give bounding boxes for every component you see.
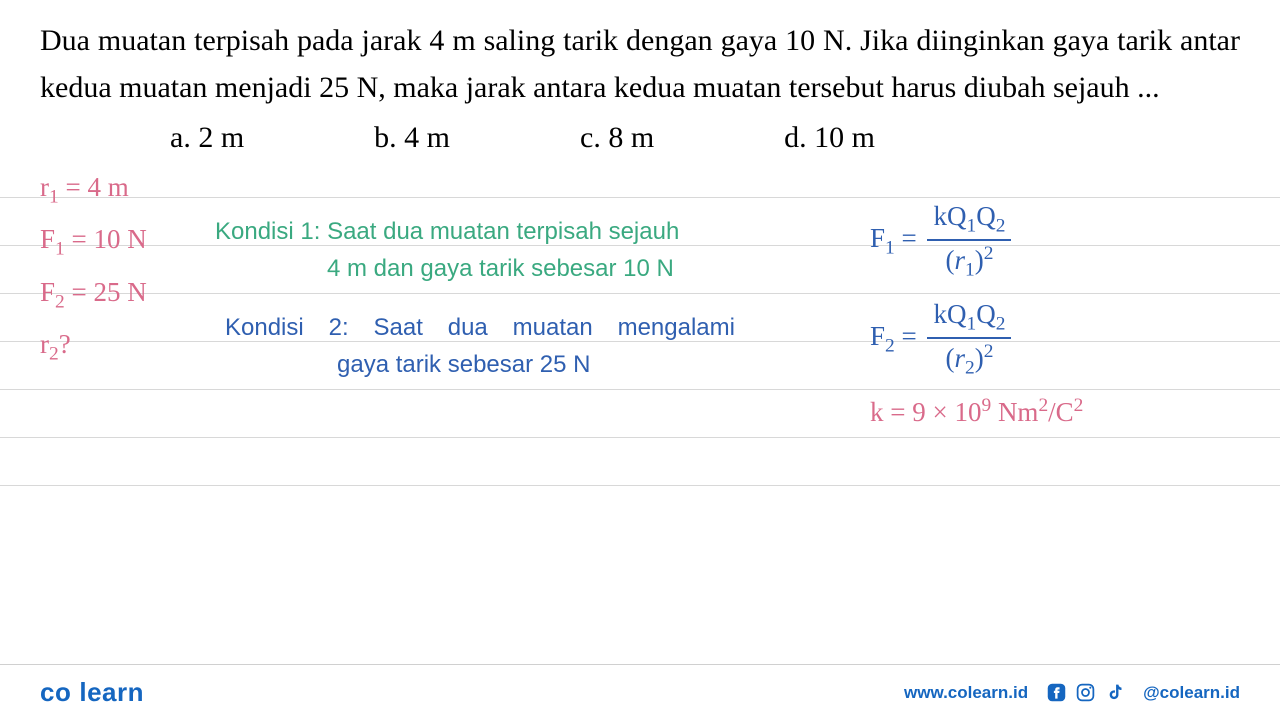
formula-f2: F2 = kQ1Q2 (r2)2 (870, 299, 1011, 380)
logo: colearn (40, 677, 144, 708)
formula-f1: F1 = kQ1Q2 (r1)2 (870, 201, 1011, 282)
facebook-icon (1046, 682, 1067, 703)
question-text: Dua muatan terpisah pada jarak 4 m salin… (40, 18, 1240, 111)
condition-1-line1: Kondisi 1: Saat dua muatan terpisah seja… (215, 213, 679, 250)
footer-url: www.colearn.id (904, 683, 1028, 703)
answer-options: a. 2 m b. 4 m c. 8 m d. 10 m (40, 121, 1240, 155)
option-b: b. 4 m (374, 121, 450, 155)
formula-k: k = 9 × 109 Nm2/C2 (870, 395, 1083, 428)
given-f1: F1 = 10 N (40, 215, 147, 267)
condition-2: Kondisi 2: Saat dua muatan mengalami gay… (225, 309, 735, 383)
social-icons (1046, 682, 1125, 703)
option-d: d. 10 m (784, 121, 875, 155)
condition-2-line2: gaya tarik sebesar 25 N (225, 346, 735, 383)
given-r2: r2? (40, 320, 147, 372)
condition-2-line1: Kondisi 2: Saat dua muatan mengalami (225, 309, 735, 346)
option-a: a. 2 m (170, 121, 244, 155)
option-c: c. 8 m (580, 121, 654, 155)
given-r1: r1 = 4 m (40, 163, 147, 215)
given-values: r1 = 4 m F1 = 10 N F2 = 25 N r2? (40, 163, 147, 373)
given-f2: F2 = 25 N (40, 268, 147, 320)
footer-handle: @colearn.id (1143, 683, 1240, 703)
instagram-icon (1075, 682, 1096, 703)
condition-1: Kondisi 1: Saat dua muatan terpisah seja… (215, 213, 679, 287)
condition-1-line2: 4 m dan gaya tarik sebesar 10 N (215, 250, 679, 287)
tiktok-icon (1104, 682, 1125, 703)
footer: colearn www.colearn.id @colearn.id (0, 664, 1280, 720)
